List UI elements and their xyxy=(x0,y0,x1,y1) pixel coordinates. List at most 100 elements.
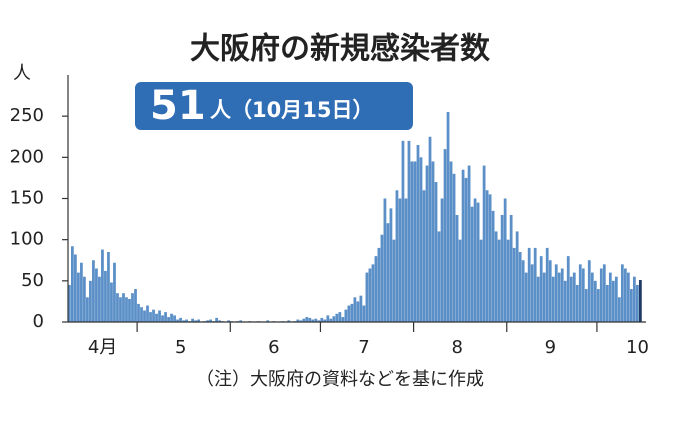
y-tick-label: 100 xyxy=(10,229,44,250)
bar xyxy=(605,284,609,322)
bar xyxy=(437,231,441,322)
x-tick-label: 7 xyxy=(358,337,369,358)
bar xyxy=(368,268,372,322)
x-tick-label: 4月 xyxy=(88,337,117,358)
bar xyxy=(362,305,366,322)
bar xyxy=(566,256,570,322)
bar xyxy=(599,268,603,322)
bar xyxy=(89,280,92,322)
bar xyxy=(206,320,210,322)
bar xyxy=(359,295,363,322)
bar xyxy=(482,165,486,322)
bar xyxy=(626,272,630,322)
bar xyxy=(323,319,327,322)
bar xyxy=(191,318,194,322)
bar xyxy=(545,247,549,322)
bar xyxy=(173,315,176,322)
bar xyxy=(479,239,483,322)
bar xyxy=(95,268,98,322)
bar xyxy=(503,198,507,322)
x-tick-label: 5 xyxy=(175,337,186,358)
bar xyxy=(602,264,606,322)
bar xyxy=(92,260,95,322)
bar xyxy=(158,310,161,322)
bar xyxy=(575,284,579,322)
bar xyxy=(557,272,561,322)
bar xyxy=(413,161,417,322)
y-tick-label: 0 xyxy=(33,311,44,332)
bar xyxy=(563,280,567,322)
bar xyxy=(341,317,345,322)
bar xyxy=(389,208,393,322)
bar xyxy=(515,231,519,322)
bar xyxy=(161,315,164,322)
bar xyxy=(101,249,104,322)
bar xyxy=(176,319,179,322)
annotation-box xyxy=(135,82,413,130)
bar xyxy=(587,260,591,322)
bar xyxy=(593,280,597,322)
bar xyxy=(416,144,420,322)
bar xyxy=(458,239,462,322)
bar xyxy=(440,198,444,322)
bar xyxy=(590,272,594,322)
bar xyxy=(68,284,71,322)
annotation-value: 51 xyxy=(150,83,206,129)
bar xyxy=(98,276,101,322)
bar xyxy=(344,309,348,322)
bar xyxy=(80,262,83,322)
bar xyxy=(197,319,200,322)
bar xyxy=(467,165,471,322)
bar xyxy=(329,318,333,322)
bar xyxy=(497,239,501,322)
x-tick-label: 8 xyxy=(451,337,462,358)
bar xyxy=(425,165,429,322)
bar xyxy=(383,198,387,322)
bar xyxy=(431,161,435,322)
bar xyxy=(446,112,450,322)
bar xyxy=(539,256,543,322)
bar xyxy=(398,198,402,322)
bar xyxy=(455,214,459,322)
bar xyxy=(635,284,639,322)
bar xyxy=(227,320,231,322)
bar xyxy=(83,276,86,322)
bar xyxy=(485,190,489,322)
bar xyxy=(170,313,173,322)
bar xyxy=(320,317,324,322)
bar xyxy=(302,318,306,322)
bar xyxy=(356,301,360,322)
bar xyxy=(533,247,537,322)
bar xyxy=(404,198,408,322)
bar xyxy=(488,194,492,322)
bar xyxy=(578,264,582,322)
bar xyxy=(530,264,534,322)
bar xyxy=(584,289,588,322)
bar xyxy=(209,319,213,322)
bar xyxy=(464,177,468,322)
x-tick-label: 9 xyxy=(545,337,556,358)
bar xyxy=(287,320,291,322)
bar xyxy=(434,182,438,322)
bar xyxy=(122,293,125,322)
bar xyxy=(509,214,513,322)
bar xyxy=(506,239,510,322)
bar xyxy=(182,320,185,322)
bar xyxy=(443,149,447,322)
bar xyxy=(629,289,633,322)
bar xyxy=(470,206,474,322)
bar xyxy=(551,276,555,322)
bar xyxy=(560,268,564,322)
bar xyxy=(179,317,182,322)
bar xyxy=(143,310,146,322)
bar xyxy=(392,239,396,322)
bar xyxy=(215,317,219,322)
bar xyxy=(137,303,140,322)
bar xyxy=(119,297,122,322)
bar xyxy=(296,319,300,322)
bar xyxy=(155,313,158,322)
bar xyxy=(407,140,411,322)
bar xyxy=(395,190,399,322)
bar xyxy=(365,272,369,322)
bar xyxy=(110,282,113,322)
